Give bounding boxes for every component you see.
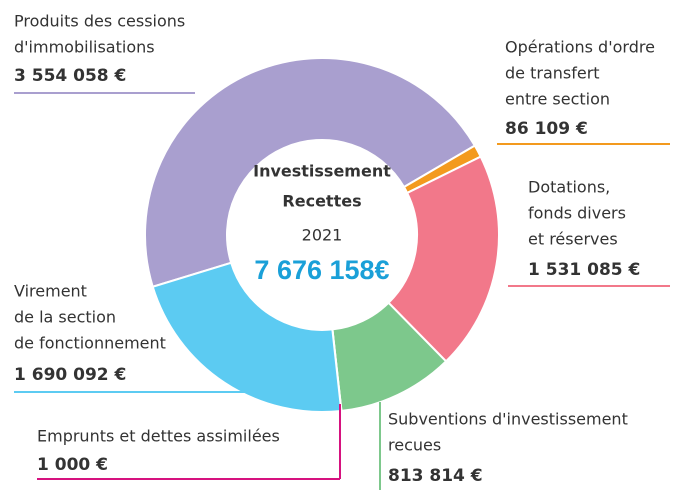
center-text: Recettes xyxy=(282,192,361,211)
segment-label: d'immobilisations xyxy=(14,38,155,57)
value-label: 1 000 € xyxy=(37,455,108,475)
center-text: Investissement xyxy=(253,162,391,181)
segment-label: Emprunts et dettes assimilées xyxy=(37,427,280,446)
segment-label: Opérations d'ordre xyxy=(505,38,655,57)
segment-label: Virement xyxy=(14,282,87,301)
segment-label: Dotations, xyxy=(528,178,610,197)
value-label: 1 531 085 € xyxy=(528,260,640,280)
value-label: 3 554 058 € xyxy=(14,66,126,86)
value-label: 813 814 € xyxy=(388,466,483,486)
donut-segment xyxy=(144,57,477,288)
segment-label: recues xyxy=(388,436,441,455)
value-label: 1 690 092 € xyxy=(14,365,126,385)
segment-label: Subventions d'investissement xyxy=(388,410,628,429)
donut-segment xyxy=(151,261,343,413)
segment-label: fonds divers xyxy=(528,204,626,223)
center-text: 7 676 158€ xyxy=(254,255,389,285)
value-label: 86 109 € xyxy=(505,119,588,139)
segment-label: entre section xyxy=(505,90,610,109)
segment-label: de fonctionnement xyxy=(14,334,166,353)
center-text: 2021 xyxy=(302,226,343,245)
segment-label: et réserves xyxy=(528,230,618,249)
segment-label: de transfert xyxy=(505,64,600,83)
segment-label: Produits des cessions xyxy=(14,12,185,31)
segment-label: de la section xyxy=(14,308,116,327)
donut-segment xyxy=(387,155,500,363)
